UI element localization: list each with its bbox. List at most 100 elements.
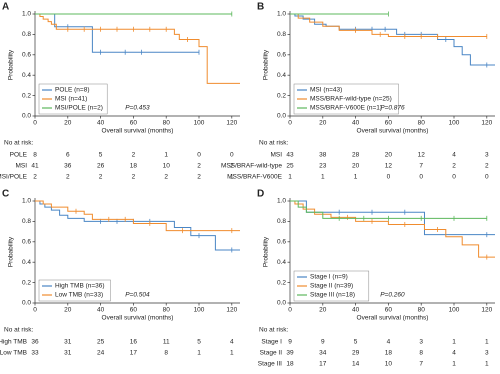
x-tick-label: 20 — [64, 120, 72, 127]
p-value: P=0.453 — [125, 105, 150, 112]
y-axis-label: Probability — [8, 49, 15, 80]
y-tick-label: 1.0 — [277, 198, 286, 205]
x-tick-label: 40 — [352, 307, 360, 314]
risk-count: 36 — [31, 339, 39, 346]
risk-count: 2 — [132, 152, 136, 159]
legend-label: Stage II (n=39) — [310, 283, 353, 290]
y-tick-label: 0.6 — [22, 239, 31, 246]
risk-count: 2 — [132, 174, 136, 181]
x-tick-label: 0 — [33, 307, 37, 314]
x-tick-label: 80 — [418, 120, 426, 127]
risk-count: 8 — [33, 152, 37, 159]
risk-count: 0 — [197, 152, 201, 159]
risk-count: 24 — [97, 350, 105, 357]
risk-title: No at risk: — [259, 140, 288, 147]
risk-count: 7 — [419, 163, 423, 170]
risk-row-label: High TMB — [0, 339, 27, 346]
y-tick-label: 0.4 — [277, 72, 286, 79]
y-tick-label: 0.0 — [22, 113, 31, 120]
risk-count: 2 — [33, 174, 37, 181]
p-value: P=0.260 — [380, 292, 405, 299]
y-tick-label: 1.0 — [277, 11, 286, 18]
panel: B0.00.20.40.60.81.00 20 40 60 80 100 120Overal… — [221, 2, 495, 181]
y-tick-label: 0.4 — [22, 72, 31, 79]
panel-letter: B — [257, 2, 264, 13]
panel-letter: D — [257, 189, 264, 200]
risk-count: 25 — [97, 339, 105, 346]
x-tick-label: 0 — [288, 307, 292, 314]
risk-count: 1 — [288, 174, 292, 181]
risk-count: 8 — [419, 350, 423, 357]
risk-count: 18 — [130, 163, 138, 170]
survival-curve — [290, 13, 487, 37]
panel-letter: C — [2, 189, 9, 200]
risk-count: 1 — [230, 174, 234, 181]
p-value: P=0.504 — [125, 292, 150, 299]
x-tick-label: 60 — [130, 120, 138, 127]
risk-title: No at risk: — [4, 327, 33, 334]
y-tick-label: 0.8 — [22, 218, 31, 225]
y-tick-label: 1.0 — [22, 198, 31, 205]
risk-count: 36 — [64, 163, 72, 170]
x-tick-label: 120 — [226, 307, 237, 314]
legend-label: MSI (n=43) — [310, 87, 342, 94]
panel: D 0.0 0.2 0.4 0.6 0.8 1.0 0 20 40 60 80 100 120 Overal… — [257, 189, 495, 368]
risk-row-label: Low TMB — [0, 350, 27, 357]
risk-row-label: Stage III — [258, 361, 282, 368]
y-tick-label: 0.4 — [22, 259, 31, 266]
panel-letter: A — [2, 2, 9, 13]
x-tick-label: 80 — [418, 307, 426, 314]
risk-count: 1 — [452, 361, 456, 368]
risk-row-label: MSI — [270, 152, 282, 159]
risk-row-label: MSS/BRAF-V600E — [227, 174, 283, 181]
risk-count: 25 — [286, 163, 294, 170]
risk-count: 5 — [197, 339, 201, 346]
x-axis-label: Overall survival (months) — [357, 128, 429, 135]
risk-count: 0 — [230, 152, 234, 159]
x-tick-label: 120 — [481, 120, 492, 127]
legend-label: MSS/BRAF-wild-type (n=25) — [310, 96, 392, 103]
x-tick-label: 60 — [130, 307, 138, 314]
risk-count: 12 — [385, 163, 393, 170]
risk-count: 39 — [286, 350, 294, 357]
legend-label: Stage III (n=18) — [310, 292, 355, 299]
y-axis-label: Probability — [263, 236, 270, 267]
y-tick-label: 0.8 — [277, 31, 286, 38]
survival-curve — [35, 13, 240, 84]
x-tick-label: 100 — [194, 307, 205, 314]
risk-count: 14 — [352, 361, 360, 368]
y-tick-label: 1.0 — [22, 11, 31, 18]
risk-count: 41 — [31, 163, 39, 170]
p-value: P=0.876 — [380, 105, 405, 112]
risk-count: 2 — [197, 163, 201, 170]
risk-row-label: POLE — [10, 152, 28, 159]
legend-label: Low TMB (n=33) — [55, 292, 103, 299]
risk-count: 18 — [286, 361, 294, 368]
risk-count: 16 — [130, 339, 138, 346]
risk-count: 1 — [197, 350, 201, 357]
risk-count: 38 — [319, 152, 327, 159]
x-tick-label: 40 — [352, 120, 360, 127]
risk-count: 28 — [352, 152, 360, 159]
risk-count: 31 — [64, 350, 72, 357]
risk-count: 20 — [352, 163, 360, 170]
risk-count: 1 — [485, 361, 489, 368]
x-tick-label: 0 — [288, 120, 292, 127]
y-tick-label: 0.4 — [277, 259, 286, 266]
x-tick-label: 60 — [385, 120, 393, 127]
y-tick-label: 0.2 — [22, 279, 31, 286]
risk-count: 11 — [163, 339, 170, 346]
y-tick-label: 0.8 — [277, 218, 286, 225]
risk-count: 0 — [419, 174, 423, 181]
y-tick-label: 0.0 — [277, 300, 286, 307]
x-tick-label: 80 — [163, 120, 171, 127]
legend-box — [293, 83, 399, 115]
risk-count: 1 — [230, 350, 234, 357]
risk-title: No at risk: — [4, 140, 33, 147]
risk-count: 18 — [385, 350, 393, 357]
risk-count: 0 — [485, 174, 489, 181]
x-tick-label: 40 — [97, 120, 105, 127]
risk-row-label: MSI — [15, 163, 27, 170]
risk-count: 2 — [452, 163, 456, 170]
